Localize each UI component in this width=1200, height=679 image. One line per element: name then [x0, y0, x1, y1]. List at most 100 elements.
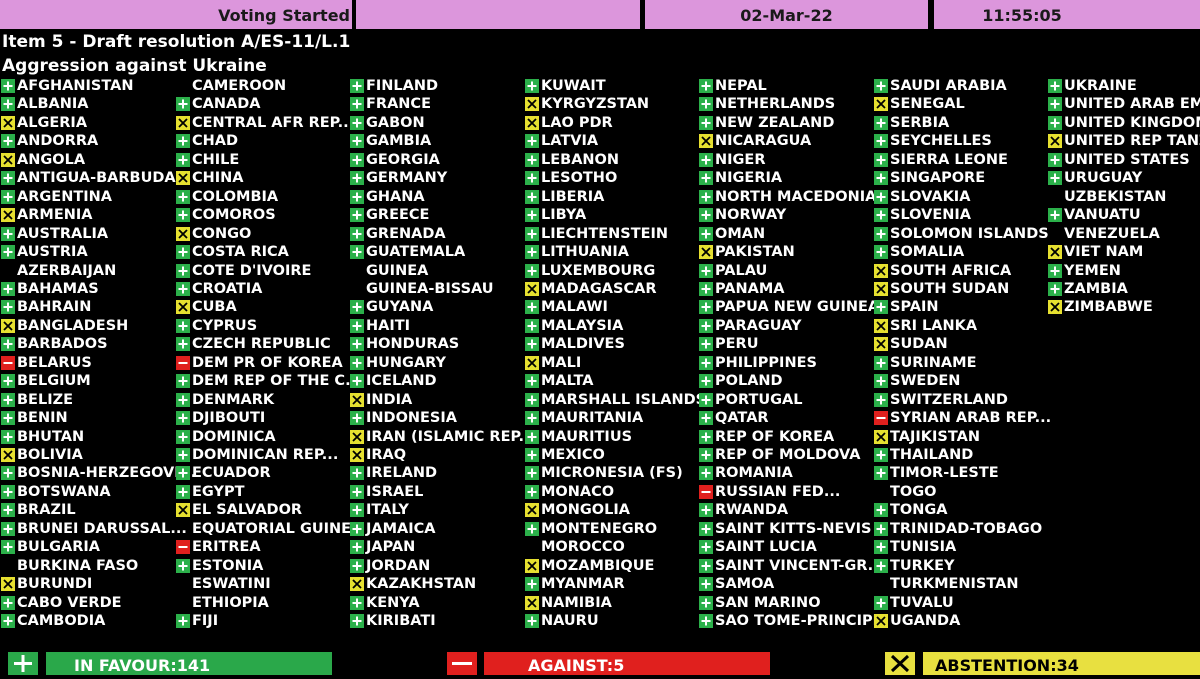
vote-yes: [176, 374, 190, 389]
country-name: VENEZUELA: [1064, 225, 1160, 242]
country-name: SAUDI ARABIA: [890, 78, 1007, 94]
vote-yes: [525, 411, 539, 426]
vote-yes: [1, 281, 15, 296]
country-name: SLOVENIA: [890, 207, 971, 224]
country-name: PARAGUAY: [715, 317, 802, 334]
vote-yes: [350, 411, 364, 426]
vote-abstain: [525, 355, 539, 370]
country-name: CUBA: [192, 299, 237, 316]
vote-abstain: [350, 392, 364, 407]
country-name: ANTIGUA-BARBUDA: [17, 170, 176, 187]
vote-yes: [1048, 79, 1062, 93]
country-name: BULGARIA: [17, 539, 100, 556]
vote-yes: [176, 392, 190, 407]
vote-yes: [699, 152, 713, 167]
country-name: ISRAEL: [366, 483, 424, 500]
country-name: ECUADOR: [192, 465, 271, 482]
country-name: REP OF MOLDOVA: [715, 447, 861, 463]
country-name: CHAD: [192, 133, 239, 150]
vote-yes: [350, 226, 364, 241]
vote-yes: [350, 540, 364, 555]
country-name: PERU: [715, 336, 759, 353]
country-name: BRAZIL: [17, 502, 76, 519]
vote-abstain: [1048, 300, 1062, 315]
country-name: SWITZERLAND: [890, 391, 1008, 408]
country-name: SOUTH AFRICA: [890, 262, 1012, 279]
country-name: ESWATINI: [192, 576, 271, 593]
country-name: ITALY: [366, 502, 409, 519]
country-name: SUDAN: [890, 336, 948, 353]
country-name: NAURU: [541, 613, 599, 630]
vote-yes: [874, 374, 888, 389]
country-name: GUYANA: [366, 299, 434, 316]
status: Voting Started: [0, 0, 352, 29]
vote-abstain: [874, 429, 888, 444]
vote-yes: [350, 245, 364, 260]
country-name: TRINIDAD-TOBAGO: [890, 520, 1043, 537]
vote-yes: [525, 134, 539, 149]
vote-yes: [699, 466, 713, 481]
vote-yes: [699, 79, 713, 93]
vote-yes: [350, 97, 364, 112]
vote-yes: [699, 540, 713, 555]
country-name: FIJI: [192, 613, 219, 630]
vote-yes: [874, 392, 888, 407]
vote-yes: [1, 392, 15, 407]
country-name: MONGOLIA: [541, 502, 630, 519]
vote-yes: [874, 226, 888, 241]
vote-yes: [350, 208, 364, 223]
vote-abstain: [1, 577, 15, 592]
country-name: SURINAME: [890, 354, 977, 371]
vote-yes: [176, 448, 190, 462]
vote-yes: [874, 355, 888, 370]
vote-yes: [525, 79, 539, 93]
country-name: KENYA: [366, 594, 420, 611]
vote-yes: [350, 521, 364, 536]
item-title: Item 5 - Draft resolution A/ES-11/L.1: [2, 32, 351, 52]
vote-yes: [1, 97, 15, 112]
vote-yes: [525, 577, 539, 592]
country-name: RUSSIAN FED...: [715, 483, 841, 500]
country-name: NAMIBIA: [541, 594, 612, 611]
country-name: BELIZE: [17, 391, 74, 408]
vote-abstain: [1, 115, 15, 130]
vote-yes: [1, 189, 15, 204]
vote-yes: [525, 152, 539, 167]
vote-yes: [1048, 263, 1062, 278]
country-name: KYRGYZSTAN: [541, 96, 650, 113]
vote-abstain: [874, 318, 888, 333]
country-name: UGANDA: [890, 613, 961, 630]
country-name: YEMEN: [1064, 262, 1121, 279]
country-name: MALAWI: [541, 299, 608, 316]
country-name: FRANCE: [366, 96, 431, 113]
vote-yes: [874, 208, 888, 223]
country-name: ICELAND: [366, 373, 437, 390]
vote-yes: [525, 466, 539, 481]
vote-yes: [176, 466, 190, 481]
vote-yes: [350, 595, 364, 610]
item-subject: Aggression against Ukraine: [2, 56, 267, 76]
vote-yes: [525, 263, 539, 278]
country-name: SWEDEN: [890, 373, 961, 390]
country-name: MALDIVES: [541, 336, 625, 353]
country-name: MICRONESIA (FS): [541, 465, 683, 482]
vote-yes: [699, 300, 713, 315]
country-name: BRUNEI DARUSSAL...: [17, 520, 187, 537]
vote-yes: [1, 79, 15, 93]
vote-abstain: [874, 281, 888, 296]
vote-yes: [699, 263, 713, 278]
vote-yes: [874, 134, 888, 149]
against-total: AGAINST:5: [484, 652, 770, 675]
country-name: UNITED ARAB EMIR...: [1064, 96, 1200, 113]
vote-yes: [874, 152, 888, 167]
country-name: MAURITIUS: [541, 428, 633, 445]
vote-yes: [176, 318, 190, 333]
country-name: CAMBODIA: [17, 613, 106, 630]
vote-yes: [176, 558, 190, 573]
vote-yes: [1, 171, 15, 186]
vote-yes: [1, 540, 15, 555]
country-name: SOUTH SUDAN: [890, 280, 1010, 297]
abstention-total: ABSTENTION:34: [923, 652, 1200, 675]
vote-yes: [350, 337, 364, 352]
vote-yes: [699, 97, 713, 112]
